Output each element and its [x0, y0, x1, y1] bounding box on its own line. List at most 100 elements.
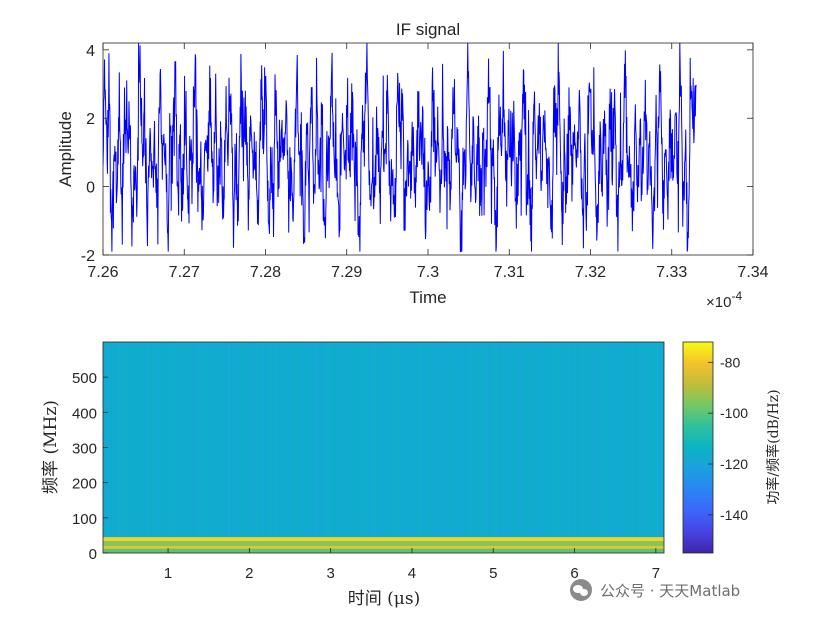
spectrogram-stripe — [571, 342, 573, 553]
spectrogram-stripe — [602, 342, 604, 553]
spectrogram-stripe — [188, 342, 191, 553]
spectrogram-stripe — [225, 342, 227, 553]
spectrogram-time-stripes — [103, 342, 664, 553]
spectrogram-stripe — [329, 342, 331, 553]
spectrogram-stripe — [521, 342, 523, 553]
spectrogram-stripe — [131, 342, 133, 553]
spectrogram-stripe — [563, 342, 565, 553]
spectrogram-x-tick-label: 4 — [408, 565, 416, 582]
spectrogram-stripe — [529, 342, 531, 553]
spectrogram-stripe — [550, 342, 552, 553]
spectrogram-stripe — [643, 342, 646, 553]
spectrogram-stripe — [581, 342, 583, 553]
spectrogram-y-tick-label: 100 — [72, 511, 97, 528]
spectrogram-stripe — [620, 342, 622, 553]
spectrogram-stripe — [134, 342, 136, 553]
spectrogram-stripe — [311, 342, 313, 553]
spectrogram-stripe — [490, 342, 492, 553]
spectrogram-stripe — [298, 342, 300, 553]
spectrogram-stripe — [651, 342, 653, 553]
top-x-tick-label: 7.26 — [87, 264, 118, 281]
spectrogram-stripe — [591, 342, 594, 553]
spectrogram-y-tick-label: 300 — [72, 441, 97, 458]
watermark-text: 公众号 · 天天Matlab — [600, 581, 741, 600]
spectrogram-x-tick-label: 1 — [164, 565, 172, 582]
spectrogram-stripe — [604, 342, 607, 553]
spectrogram-stripe — [165, 342, 167, 553]
spectrogram-stripe — [331, 342, 334, 553]
wechat-icon — [570, 579, 592, 601]
spectrogram-stripe — [578, 342, 581, 553]
spectrogram-stripe — [360, 342, 362, 553]
top-x-tick-label: 7.29 — [331, 264, 362, 281]
spectrogram-stripe — [597, 342, 599, 553]
spectrogram-stripe — [573, 342, 575, 553]
spectrogram-stripe — [259, 342, 261, 553]
spectrogram-stripe — [285, 342, 287, 553]
spectrogram-x-axis-label: 时间 (μs) — [348, 589, 420, 609]
spectrogram-stripe — [428, 342, 430, 553]
spectrogram-stripe — [438, 342, 440, 553]
spectrogram-stripe — [181, 342, 183, 553]
spectrogram-stripe — [467, 342, 469, 553]
spectrogram-stripe — [503, 342, 505, 553]
spectrogram-band-0 — [103, 537, 664, 543]
top-axis-ticks: 7.26 7.27 7.28 7.29 7.3 7.31 7.32 7.33 7.34 -2 0 2 4 — [81, 43, 769, 281]
spectrogram-stripe — [142, 342, 144, 553]
spectrogram-stripe — [300, 342, 302, 553]
spectrogram-stripe — [295, 342, 297, 553]
spectrogram-stripe — [649, 342, 651, 553]
spectrogram-stripe — [248, 342, 250, 553]
top-x-tick-label: 7.33 — [656, 264, 687, 281]
spectrogram-stripe — [373, 342, 375, 553]
top-y-tick-label: 2 — [86, 111, 95, 128]
spectrogram-stripe — [513, 342, 516, 553]
spectrogram-stripe — [459, 342, 461, 553]
spectrogram-stripe — [308, 342, 310, 553]
top-chart-title: IF signal — [396, 20, 460, 39]
spectrogram-stripe — [422, 342, 425, 553]
spectrogram-stripe — [147, 342, 149, 553]
spectrogram-stripe — [656, 342, 659, 553]
spectrogram-stripe — [430, 342, 432, 553]
spectrogram-stripe — [628, 342, 630, 553]
spectrogram-stripe — [316, 342, 318, 553]
spectrogram-stripe — [519, 342, 521, 553]
spectrogram-stripe — [152, 342, 154, 553]
spectrogram-stripe — [266, 342, 269, 553]
spectrogram-background — [103, 342, 664, 553]
spectrogram-stripe — [352, 342, 354, 553]
spectrogram-stripe — [155, 342, 157, 553]
spectrogram-stripe — [269, 342, 271, 553]
spectrogram-stripe — [433, 342, 435, 553]
spectrogram-stripe — [194, 342, 196, 553]
spectrogram-stripe — [526, 342, 529, 553]
spectrogram-stripe — [251, 342, 253, 553]
spectrogram-x-tick-label: 2 — [245, 565, 253, 582]
spectrogram-stripe — [290, 342, 292, 553]
spectrogram-stripe — [110, 342, 113, 553]
spectrogram-stripe — [365, 342, 367, 553]
top-x-tick-label: 7.31 — [494, 264, 525, 281]
x-exponent-base-text: ×10 — [706, 294, 731, 311]
spectrogram-stripe — [144, 342, 146, 553]
spectrogram-stripe — [126, 342, 128, 553]
colorbar-gradient — [682, 341, 714, 554]
spectrogram-stripe — [279, 342, 282, 553]
colorbar-tick-label: -100 — [720, 405, 748, 421]
spectrogram-stripe — [363, 342, 365, 553]
spectrogram-stripe — [623, 342, 625, 553]
spectrogram-stripe — [532, 342, 534, 553]
spectrogram-stripe — [500, 342, 503, 553]
spectrogram-stripe — [565, 342, 568, 553]
spectrogram-y-tick-label: 200 — [72, 476, 97, 493]
spectrogram-stripe — [355, 342, 357, 553]
spectrogram-stripe — [347, 342, 349, 553]
spectrogram-stripe — [617, 342, 620, 553]
spectrogram-stripe — [162, 342, 165, 553]
spectrogram-stripe — [485, 342, 487, 553]
spectrogram-stripe — [183, 342, 185, 553]
spectrogram-stripe — [196, 342, 198, 553]
spectrogram-stripe — [217, 342, 219, 553]
